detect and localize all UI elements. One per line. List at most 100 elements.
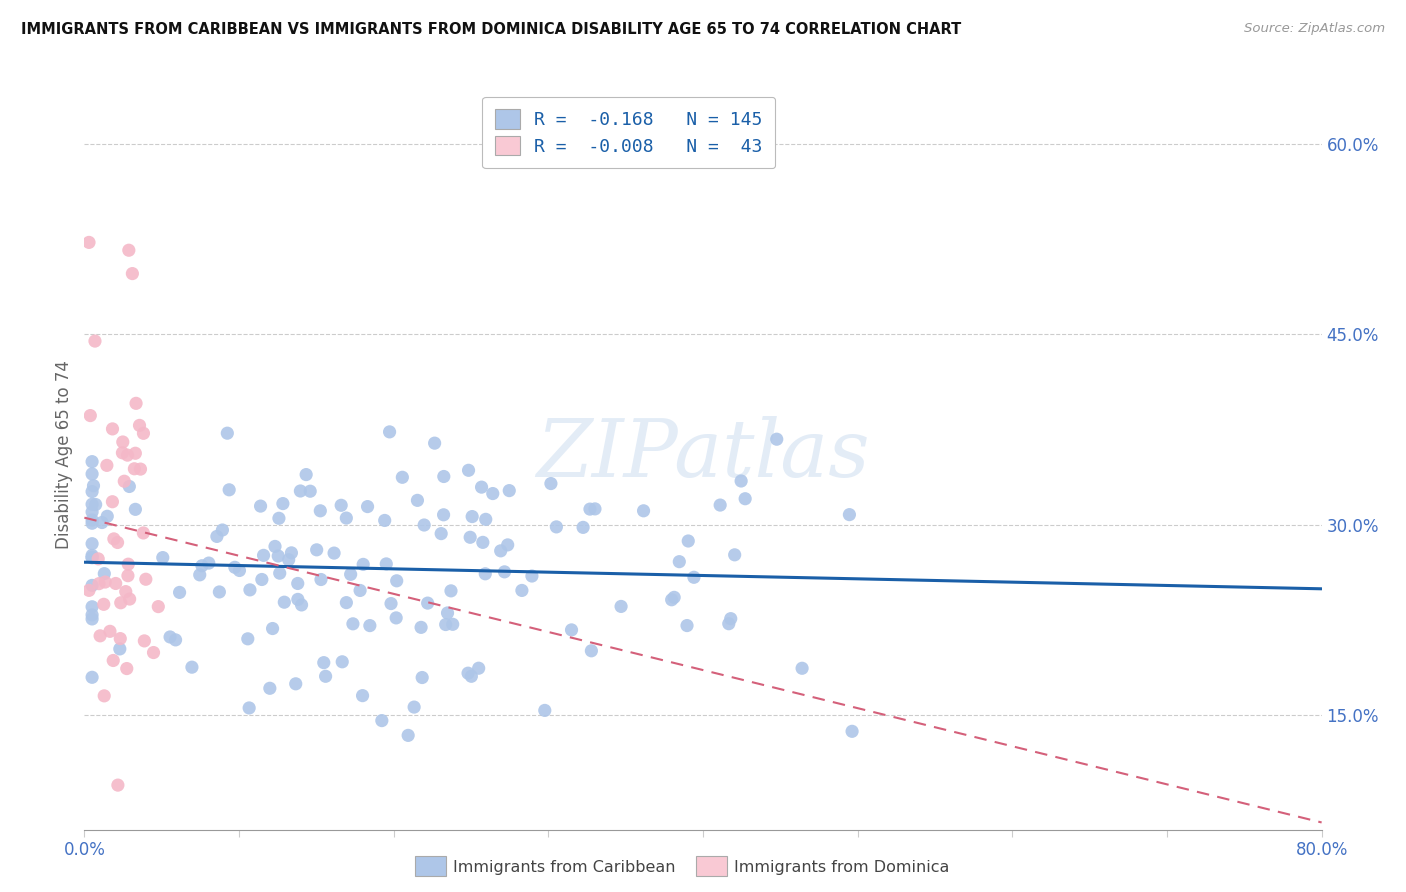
Point (107, 535, 129, 549)
Point (385, 611, 408, 625)
Point (374, 513, 396, 527)
Point (93, 689, 115, 703)
Point (96, 458, 118, 473)
Point (423, 436, 446, 450)
Point (720, 612, 742, 626)
Point (433, 469, 456, 483)
Text: Immigrants from Dominica: Immigrants from Dominica (734, 860, 949, 874)
Point (191, 558, 214, 573)
Point (765, 432, 787, 446)
Point (546, 520, 568, 534)
Point (111, 446, 134, 460)
Point (330, 655, 353, 669)
Point (309, 504, 332, 518)
Point (239, 582, 262, 597)
Point (82, 550, 104, 565)
Point (236, 632, 259, 646)
Point (610, 599, 633, 614)
Point (280, 546, 302, 560)
Point (273, 595, 295, 609)
Point (250, 573, 273, 587)
Point (295, 467, 318, 482)
Point (112, 475, 135, 489)
Point (717, 616, 740, 631)
Point (82, 484, 104, 499)
Text: Source: ZipAtlas.com: Source: ZipAtlas.com (1244, 22, 1385, 36)
Point (305, 542, 328, 557)
Point (683, 570, 706, 584)
Point (385, 574, 408, 588)
Point (115, 662, 138, 676)
Point (82, 607, 104, 622)
Point (396, 728, 419, 742)
Point (581, 644, 603, 658)
Point (87, 576, 110, 591)
Point (267, 549, 290, 563)
Point (82, 550, 104, 565)
Point (82, 516, 104, 531)
Point (82, 537, 104, 551)
Point (498, 483, 520, 498)
Point (134, 633, 156, 648)
Point (159, 630, 181, 644)
Point (132, 426, 155, 441)
Point (93, 566, 115, 581)
Point (152, 550, 174, 565)
Point (101, 422, 124, 436)
Point (662, 591, 685, 605)
Point (101, 494, 124, 508)
Point (583, 502, 606, 516)
Point (335, 511, 357, 525)
Point (118, 244, 141, 258)
Point (82, 505, 104, 519)
Point (411, 671, 433, 685)
Point (730, 474, 752, 488)
Point (103, 653, 125, 667)
Point (790, 661, 813, 675)
Point (434, 617, 457, 632)
Point (218, 483, 240, 497)
Point (510, 583, 533, 598)
Point (124, 462, 146, 476)
Point (323, 546, 346, 560)
Point (352, 558, 374, 572)
Point (82, 513, 104, 527)
Point (259, 681, 281, 696)
Point (391, 470, 413, 484)
Point (205, 529, 228, 543)
Point (98, 624, 121, 639)
Point (93, 597, 115, 611)
Point (118, 592, 141, 607)
Point (188, 567, 211, 582)
Point (148, 599, 170, 614)
Point (474, 512, 496, 526)
Point (380, 597, 402, 611)
Point (413, 518, 436, 533)
Point (96, 509, 118, 524)
Point (409, 620, 432, 634)
Point (224, 560, 246, 574)
Point (103, 532, 125, 546)
Point (117, 557, 139, 571)
Point (335, 596, 357, 610)
Point (82, 670, 104, 684)
Text: Immigrants from Caribbean: Immigrants from Caribbean (453, 860, 675, 874)
Point (312, 656, 335, 670)
Point (82, 467, 104, 481)
Point (82, 578, 104, 592)
Point (129, 462, 152, 476)
Point (841, 724, 863, 739)
Legend: R =  -0.168   N = 145, R =  -0.008   N =  43: R = -0.168 N = 145, R = -0.008 N = 43 (482, 97, 776, 169)
Point (114, 584, 136, 599)
Point (676, 618, 699, 632)
Point (315, 669, 337, 683)
Point (211, 523, 233, 537)
Point (110, 632, 132, 646)
Point (181, 660, 204, 674)
Point (471, 480, 494, 494)
Point (217, 426, 239, 441)
Point (359, 618, 381, 632)
Point (91, 516, 114, 530)
Point (633, 504, 655, 518)
Point (668, 555, 690, 569)
